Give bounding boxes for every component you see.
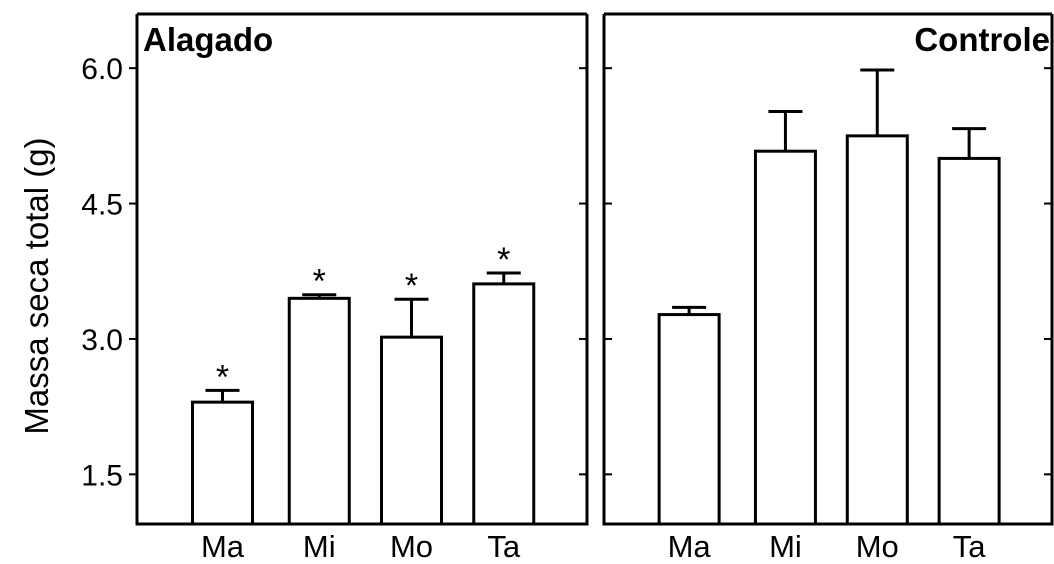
y-tick-label: 3.0 — [81, 324, 123, 357]
x-tick-label: Mi — [769, 529, 802, 564]
significance-marker: * — [497, 241, 510, 279]
y-tick-label: 1.5 — [81, 459, 123, 492]
bar-mi — [753, 149, 817, 526]
y-tick-label: 4.5 — [81, 189, 123, 222]
x-tick-label: Mi — [303, 529, 336, 564]
bar-ta — [937, 156, 1001, 526]
panel-title: Alagado — [143, 21, 273, 58]
x-tick-label: Ma — [201, 529, 245, 564]
y-tick-label: 6.0 — [81, 53, 123, 86]
panel-alagado: 1.5 3.0 4.5 6.0 Alagado * Ma * Mi * Mo * Ta — [81, 12, 589, 564]
chart-panels: 1.5 3.0 4.5 6.0 Alagado * Ma * Mi * Mo * Ta Controle M… — [81, 12, 1054, 564]
bar-ta — [472, 282, 536, 526]
panel-title: Controle — [914, 21, 1050, 58]
significance-marker: * — [405, 267, 418, 305]
bar-mo — [380, 335, 443, 526]
x-tick-label: Ma — [668, 529, 712, 564]
bar-ma — [191, 400, 254, 526]
bar-mo — [845, 134, 909, 526]
bar-ma — [657, 313, 721, 526]
significance-marker: * — [216, 358, 229, 396]
significance-marker: * — [313, 263, 326, 301]
x-tick-label: Ta — [953, 529, 987, 564]
bar-mi — [287, 296, 351, 526]
x-tick-label: Mo — [856, 529, 899, 564]
y-axis-label: Massa seca total (g) — [18, 137, 55, 434]
panel-controle: Controle Ma Mi Mo Ta — [602, 12, 1054, 564]
x-tick-label: Ta — [487, 529, 521, 564]
x-tick-label: Mo — [390, 529, 433, 564]
